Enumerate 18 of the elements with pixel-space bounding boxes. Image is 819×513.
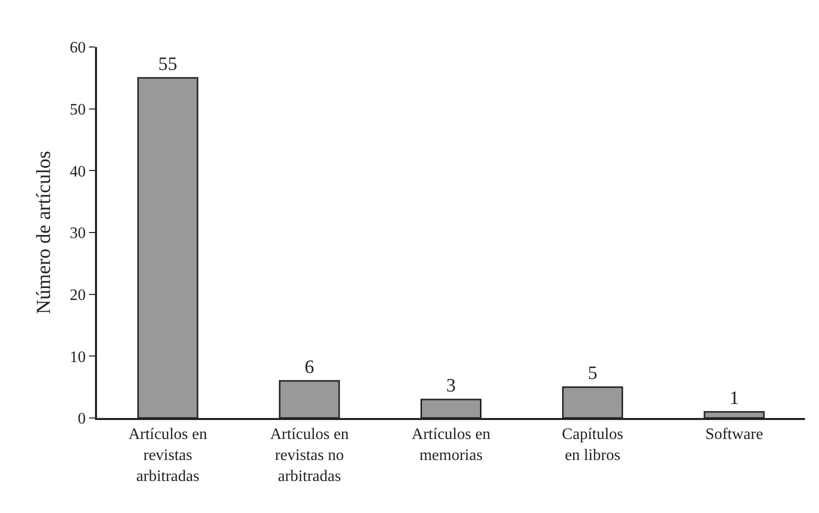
x-tick-label: Capítulos en libros (562, 426, 624, 464)
y-tick-label: 30 (70, 225, 86, 242)
data-label: 6 (304, 356, 314, 378)
y-tick-label: 0 (78, 410, 86, 428)
y-tick-label: 50 (70, 101, 86, 118)
data-label: 5 (588, 363, 598, 384)
y-tick-label: 20 (70, 286, 86, 304)
y-axis-title: Número de artículos (32, 150, 55, 314)
data-label: 1 (729, 388, 739, 409)
x-tick-label: Artículos en memorias (412, 426, 490, 464)
data-label: 55 (158, 54, 178, 75)
x-tick-label: Artículos en revistas no arbitradas (270, 426, 349, 485)
x-tick-label: Software (705, 426, 764, 444)
y-tick-label: 10 (70, 348, 86, 366)
y-tick-label: 40 (70, 163, 86, 180)
y-tick-label: 60 (70, 40, 86, 57)
x-tick-label: Artículos en revistas arbitradas (128, 426, 208, 485)
data-label: 3 (446, 375, 456, 396)
